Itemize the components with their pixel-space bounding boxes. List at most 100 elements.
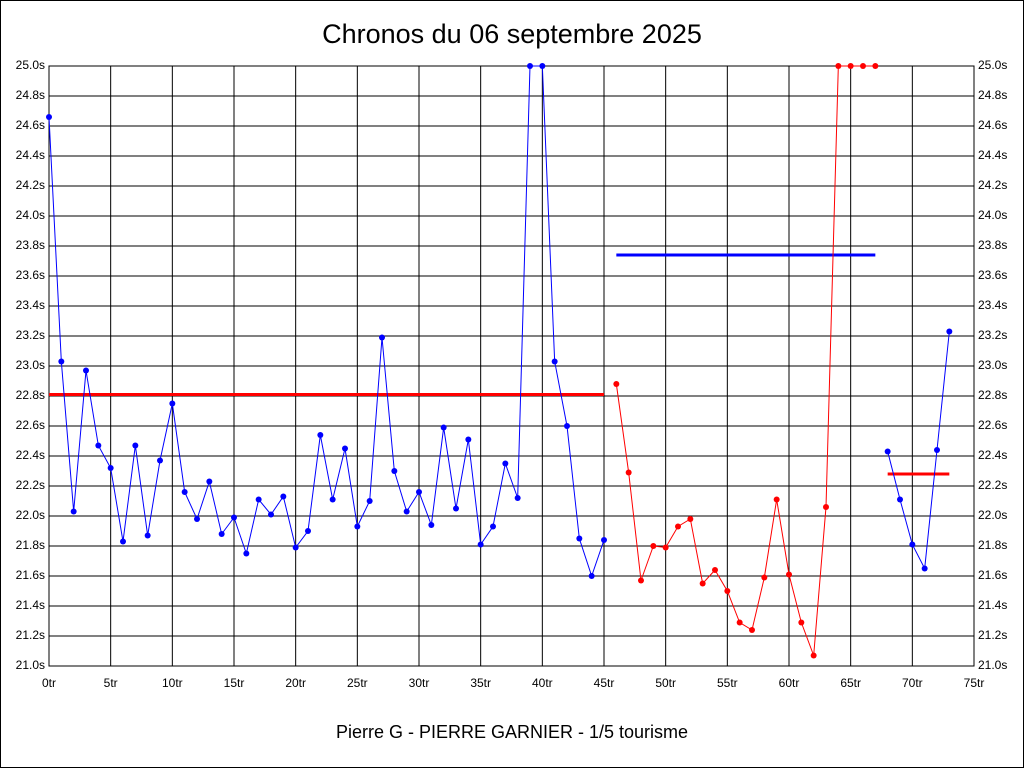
x-tick-label: 60tr — [779, 676, 800, 690]
y-tick-label: 23.8s — [16, 238, 45, 252]
y-tick-label-right: 23.0s — [978, 358, 1007, 372]
y-tick-label: 23.6s — [16, 268, 45, 282]
y-tick-label: 21.8s — [16, 538, 45, 552]
y-tick-label: 22.0s — [16, 508, 45, 522]
y-tick-label: 21.2s — [16, 628, 45, 642]
data-point — [206, 478, 213, 485]
y-tick-label-right: 22.6s — [978, 418, 1007, 432]
data-point — [243, 550, 250, 557]
y-tick-label-right: 21.2s — [978, 628, 1007, 642]
x-tick-label: 15tr — [224, 676, 245, 690]
y-tick-label-right: 24.4s — [978, 148, 1007, 162]
data-point — [564, 423, 570, 429]
y-tick-label-right: 21.6s — [978, 568, 1007, 582]
x-tick-label: 70tr — [902, 676, 923, 690]
x-tick-label: 20tr — [285, 676, 306, 690]
y-tick-label: 22.8s — [16, 388, 45, 402]
y-tick-label-right: 24.8s — [978, 88, 1007, 102]
data-point — [810, 652, 817, 659]
data-point — [132, 442, 139, 449]
data-point — [699, 580, 706, 587]
data-point — [255, 496, 262, 503]
data-point — [440, 424, 447, 431]
data-point — [675, 523, 681, 530]
data-point — [391, 468, 398, 474]
data-point — [921, 565, 928, 572]
y-tick-label-right: 21.4s — [978, 598, 1007, 612]
data-point — [724, 588, 731, 594]
data-point — [847, 63, 854, 69]
data-point — [662, 544, 669, 551]
y-tick-label: 22.4s — [16, 448, 45, 462]
y-tick-label: 21.4s — [16, 598, 45, 612]
data-point — [650, 543, 657, 549]
data-point — [539, 63, 546, 69]
y-tick-label-right: 22.4s — [978, 448, 1007, 462]
data-point — [280, 493, 287, 500]
x-tick-label: 35tr — [470, 676, 491, 690]
data-point — [490, 523, 496, 530]
data-point — [58, 358, 65, 365]
data-point — [601, 537, 607, 543]
y-tick-label-right: 21.0s — [978, 658, 1007, 672]
y-tick-label: 24.8s — [16, 88, 45, 102]
data-point — [946, 328, 953, 335]
data-point — [576, 535, 583, 542]
x-tick-label: 65tr — [840, 676, 861, 690]
y-tick-label: 22.2s — [16, 478, 45, 492]
data-point — [860, 63, 866, 69]
data-point — [70, 508, 77, 515]
y-tick-label: 21.0s — [16, 658, 45, 672]
data-point — [613, 381, 620, 387]
y-tick-label: 21.6s — [16, 568, 45, 582]
y-tick-label-right: 22.2s — [978, 478, 1007, 492]
plot-border — [48, 65, 975, 667]
y-tick-label: 22.6s — [16, 418, 45, 432]
data-point — [144, 532, 151, 539]
data-point — [218, 531, 225, 537]
x-tick-label: 30tr — [409, 676, 430, 690]
data-point — [465, 436, 472, 443]
x-tick-label: 0tr — [42, 676, 56, 690]
data-point — [46, 114, 52, 120]
y-tick-label: 24.0s — [16, 208, 45, 222]
data-point — [798, 619, 805, 626]
data-point — [884, 448, 891, 455]
data-point — [317, 432, 324, 438]
x-tick-label: 45tr — [594, 676, 615, 690]
data-point — [934, 447, 940, 453]
y-tick-label-right: 25.0s — [978, 58, 1007, 72]
data-point — [502, 460, 509, 467]
data-point — [194, 516, 200, 522]
y-tick-label: 24.6s — [16, 118, 45, 132]
data-point — [835, 63, 842, 69]
series-line — [615, 65, 876, 656]
series-line — [48, 65, 605, 578]
data-point — [453, 505, 459, 512]
y-tick-label: 23.2s — [16, 328, 45, 342]
data-point — [625, 469, 632, 476]
data-point — [305, 528, 311, 534]
x-tick-label: 10tr — [162, 676, 183, 690]
x-tick-label: 55tr — [717, 676, 738, 690]
data-point — [120, 538, 126, 545]
data-point — [366, 498, 373, 504]
x-axis-label: Pierre G - PIERRE GARNIER - 1/5 tourisme — [336, 722, 688, 742]
chart-title: Chronos du 06 septembre 2025 — [322, 19, 702, 49]
x-tick-label: 40tr — [532, 676, 553, 690]
x-tick-label: 75tr — [964, 676, 985, 690]
data-point — [292, 544, 299, 551]
data-point — [477, 541, 484, 548]
data-point — [712, 567, 718, 573]
data-point — [157, 457, 163, 464]
data-point — [95, 442, 102, 449]
y-tick-label-right: 22.8s — [978, 388, 1007, 402]
data-point — [551, 358, 558, 365]
data-point — [268, 511, 274, 518]
data-point — [909, 541, 916, 548]
data-point — [403, 508, 410, 515]
data-point — [83, 367, 89, 374]
data-point — [379, 334, 385, 341]
